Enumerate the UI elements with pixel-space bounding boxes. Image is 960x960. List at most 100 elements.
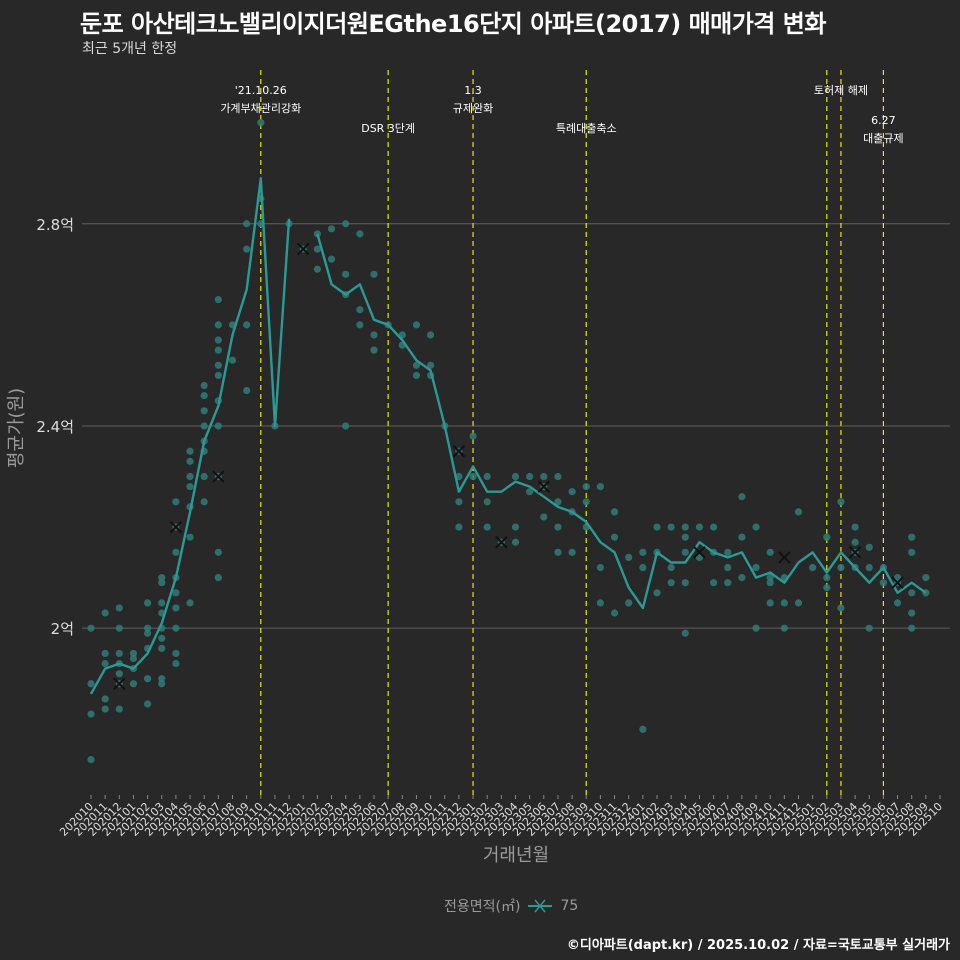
data-point	[342, 270, 350, 278]
chart-title: 둔포 아산테크노밸리이지더원EGthe16단지 아파트(2017) 매매가격 변…	[80, 10, 826, 38]
data-point	[554, 498, 562, 506]
data-point	[101, 705, 109, 713]
data-point	[738, 533, 746, 541]
data-point	[540, 472, 548, 481]
data-point	[172, 649, 180, 658]
series-line	[89, 177, 291, 695]
data-point	[455, 523, 463, 531]
y-tick-label: 2.8억	[36, 216, 74, 234]
data-point	[356, 321, 364, 329]
data-point	[186, 533, 194, 541]
data-point	[653, 523, 661, 531]
data-point	[526, 488, 534, 496]
data-point	[667, 579, 675, 587]
data-point	[780, 624, 788, 632]
data-point	[327, 255, 336, 263]
data-point	[511, 472, 520, 481]
data-point	[639, 563, 647, 572]
event-label: 규제완화	[453, 102, 493, 115]
data-point	[908, 533, 916, 541]
data-point	[427, 361, 435, 369]
data-point	[172, 624, 180, 632]
data-point	[327, 225, 336, 233]
data-point	[794, 599, 803, 607]
data-point	[710, 579, 718, 587]
data-point	[129, 680, 138, 688]
data-point	[483, 472, 491, 481]
data-point	[582, 483, 590, 491]
data-point	[766, 574, 774, 582]
data-point	[228, 356, 237, 364]
event-label: 특례대출축소	[556, 122, 617, 135]
data-point	[526, 472, 534, 481]
data-point	[214, 336, 222, 344]
data-point	[724, 579, 732, 587]
data-point	[469, 432, 477, 440]
data-point	[115, 705, 123, 713]
data-point	[922, 574, 930, 582]
data-point	[639, 548, 647, 556]
cross-marker	[848, 546, 862, 559]
data-point	[313, 265, 321, 273]
data-point	[144, 599, 152, 607]
legend-title: 전용면적(㎡)	[444, 899, 521, 915]
legend-key-icon	[528, 899, 553, 913]
data-point	[356, 306, 364, 314]
data-point	[172, 659, 180, 668]
data-point	[851, 523, 859, 531]
data-point	[158, 599, 166, 607]
y-axis-title: 평균가(원)	[6, 388, 27, 468]
data-point	[87, 680, 95, 688]
data-point	[610, 508, 619, 516]
data-point	[342, 220, 350, 228]
data-point	[837, 563, 845, 572]
data-point	[214, 346, 222, 354]
data-point	[115, 649, 123, 658]
chart-subtitle: 최근 5개년 한정	[82, 41, 178, 57]
data-point	[893, 574, 902, 582]
data-point	[342, 422, 350, 430]
data-point	[200, 381, 208, 390]
data-point	[596, 483, 605, 491]
data-point	[172, 589, 180, 597]
data-point	[625, 599, 633, 607]
data-point	[710, 523, 718, 531]
data-point	[243, 321, 251, 329]
data-point	[144, 675, 152, 683]
data-point	[724, 563, 732, 572]
data-point	[724, 548, 732, 556]
data-point	[483, 498, 491, 506]
data-point	[412, 321, 421, 329]
cross-marker	[537, 480, 551, 493]
data-point	[257, 119, 265, 127]
data-point	[129, 649, 138, 658]
data-point	[879, 579, 888, 587]
cross-marker	[169, 520, 183, 534]
event-label: 가계부채관리강화	[220, 102, 301, 115]
event-label: 6.27	[871, 114, 896, 127]
data-point	[851, 538, 859, 546]
data-point	[412, 371, 421, 380]
data-point	[144, 700, 152, 708]
data-point	[865, 543, 873, 551]
data-point	[214, 295, 222, 304]
data-point	[427, 331, 435, 339]
data-point	[158, 579, 166, 587]
data-point	[610, 533, 619, 541]
data-point	[653, 589, 661, 597]
data-point	[370, 331, 378, 339]
data-point	[186, 447, 194, 455]
data-point	[511, 523, 520, 531]
data-point	[370, 270, 378, 278]
data-point	[172, 498, 180, 506]
data-point	[200, 407, 208, 415]
data-point	[144, 624, 152, 632]
data-point	[610, 609, 619, 617]
data-point	[695, 523, 704, 531]
cross-marker	[212, 470, 225, 483]
data-point	[908, 589, 916, 597]
data-point	[554, 548, 562, 556]
cross-marker	[452, 445, 466, 458]
data-point	[172, 548, 180, 556]
event-label: 1.3	[464, 84, 482, 97]
